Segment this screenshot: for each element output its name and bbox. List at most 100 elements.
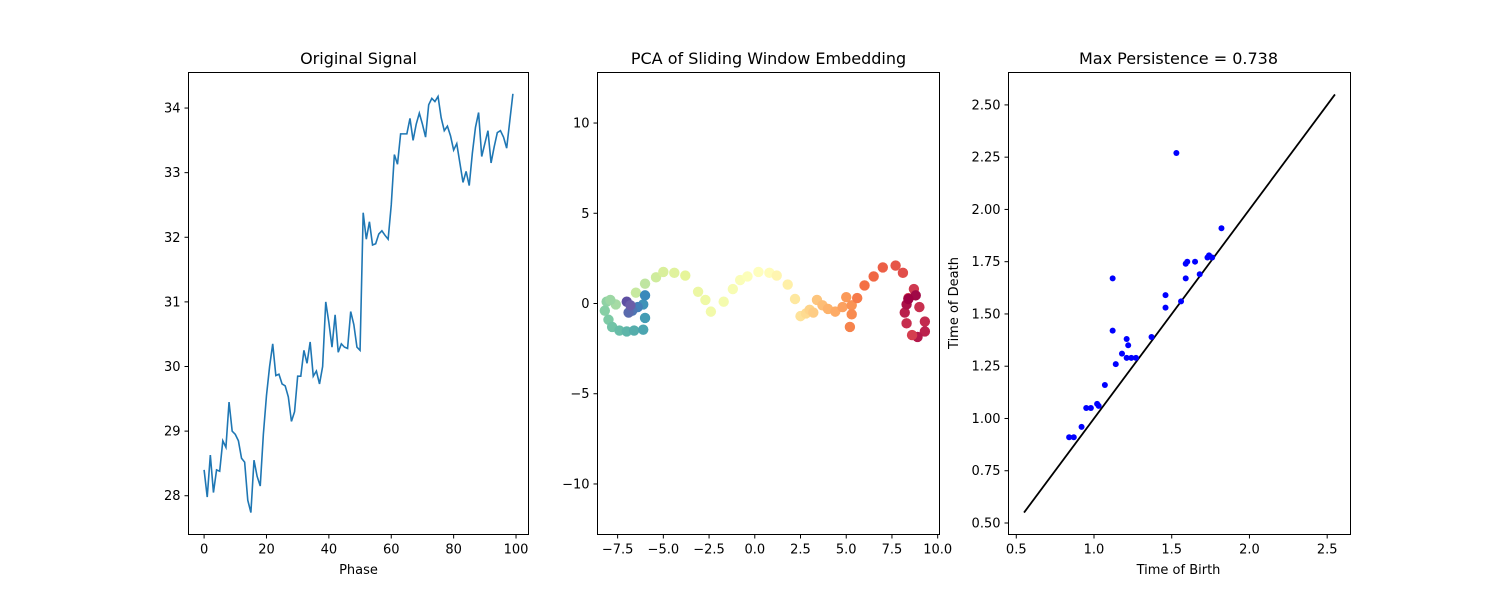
pca-embedding-point: [868, 271, 879, 282]
pca-embedding-ticks: −7.5 −5.0 −2.5 0.0 2.5 5.0 7.5 10.0 −10 −5 0 5 10: [562, 117, 952, 558]
pca-embedding-point: [841, 291, 852, 303]
pca-embedding-point: [680, 270, 691, 281]
pca-embedding-point: [914, 301, 925, 313]
pca-embedding-point: [808, 307, 819, 318]
pca-embedding-point: [639, 312, 651, 324]
pca-embedding-point: [628, 325, 640, 336]
persistence-point: [1132, 354, 1139, 361]
persistence-diagram-ytick-label: 2.25: [972, 151, 1001, 166]
pca-embedding-xtick-label: 2.5: [790, 543, 811, 558]
pca-embedding-point: [650, 272, 662, 283]
pca-embedding-points: [599, 260, 931, 343]
pca-embedding-point: [638, 324, 649, 335]
persistence-diagram-axes-frame: [1008, 72, 1351, 535]
persistence-point: [1162, 304, 1169, 311]
persistence-diagram-xtick-label: 1.0: [1084, 543, 1105, 558]
pca-embedding-point: [753, 266, 764, 278]
original-signal-ytick-label: 30: [164, 360, 181, 375]
original-signal-ytick-label: 33: [164, 166, 181, 181]
persistence-diagram-xtick-label: 2.0: [1239, 543, 1260, 558]
pca-embedding-point: [599, 305, 611, 316]
pca-embedding-point: [658, 266, 669, 278]
persistence-point: [1109, 327, 1116, 334]
original-signal-ytick-label: 31: [164, 295, 181, 310]
persistence-point: [1109, 275, 1116, 282]
pca-embedding-xtick-label: −5.0: [648, 543, 680, 558]
persistence-diagram-ytick-label: 1.50: [972, 307, 1001, 322]
persistence-point: [1083, 405, 1090, 412]
original-signal-ytick-label: 34: [164, 102, 181, 117]
pca-embedding-xtick-label: 0.0: [744, 543, 765, 558]
pca-embedding-axes-frame: [597, 72, 940, 535]
pca-embedding-xtick-label: −2.5: [693, 543, 725, 558]
pca-embedding-point: [846, 300, 857, 311]
pca-embedding-ytick-label: −5: [570, 387, 589, 402]
persistence-diagram-panel: Max Persistence = 0.738 0.5 1.0 1.5 2.0 2.50…: [947, 49, 1351, 578]
persistence-point: [1192, 258, 1199, 265]
pca-embedding-ytick-label: 10: [573, 117, 590, 132]
original-signal-xtick-label: 20: [258, 543, 275, 558]
persistence-diagram-ytick-label: 0.50: [972, 517, 1001, 532]
original-signal-xlabel: Phase: [339, 563, 378, 578]
pca-embedding-point: [899, 307, 910, 318]
persistence-point: [1218, 225, 1225, 232]
original-signal-title: Original Signal: [300, 49, 417, 68]
persistence-diagram-ytick-label: 1.75: [972, 255, 1001, 270]
pca-embedding-point: [782, 279, 793, 290]
original-signal-xtick-label: 60: [383, 543, 400, 558]
persistence-point: [1128, 354, 1135, 361]
persistence-point: [1125, 342, 1132, 349]
persistence-point: [1066, 434, 1073, 441]
pca-embedding-point: [906, 329, 918, 341]
original-signal-axes-frame: [188, 72, 529, 535]
pca-embedding-point: [877, 262, 888, 273]
pca-embedding-point: [669, 267, 680, 279]
persistence-point: [1123, 354, 1130, 361]
persistence-point: [1112, 361, 1119, 368]
persistence-diagram-xtick-label: 1.5: [1161, 543, 1182, 558]
pca-embedding-ytick-label: 5: [581, 207, 589, 222]
pca-embedding-xtick-label: 5.0: [836, 543, 857, 558]
pca-embedding-point: [625, 300, 636, 311]
persistence-point: [1101, 382, 1108, 389]
pca-embedding-xtick-label: 10.0: [923, 543, 952, 558]
persistence-point: [1148, 333, 1155, 340]
persistence-point: [1087, 405, 1094, 412]
persistence-point: [1196, 271, 1203, 278]
persistence-point: [1078, 423, 1085, 430]
pca-embedding-panel: PCA of Sliding Window Embedding −7.5 −5.0…: [562, 49, 952, 558]
pca-embedding-point: [742, 271, 753, 282]
pca-embedding-point: [630, 287, 642, 298]
pca-embedding-point: [837, 301, 848, 313]
original-signal-xtick-label: 100: [504, 543, 529, 558]
persistence-point: [1173, 149, 1180, 156]
persistence-diagram-ytick-label: 1.25: [972, 360, 1001, 375]
pca-embedding-point: [919, 326, 931, 337]
pca-embedding-point: [901, 318, 912, 329]
original-signal-ytick-label: 28: [164, 489, 181, 504]
pca-embedding-point: [705, 306, 717, 317]
persistence-diagram-ytick-label: 2.00: [972, 203, 1001, 218]
persistence-diagram-title: Max Persistence = 0.738: [1079, 49, 1278, 68]
persistence-point: [1095, 402, 1102, 409]
pca-embedding-point: [639, 290, 651, 301]
persistence-diagram-ticks: 0.5 1.0 1.5 2.0 2.5 0.50 0.75 1.00 1.25 1.50 1.75 2…: [972, 98, 1338, 557]
pca-embedding-ytick-label: 0: [581, 297, 589, 312]
pca-embedding-point: [727, 283, 739, 295]
pca-embedding-point: [890, 260, 901, 271]
pca-embedding-point: [605, 294, 616, 306]
persistence-diagram-ytick-label: 2.50: [972, 98, 1001, 113]
persistence-point: [1118, 350, 1125, 357]
original-signal-xtick-label: 0: [200, 543, 208, 558]
original-signal-xtick-label: 80: [445, 543, 462, 558]
pca-embedding-title: PCA of Sliding Window Embedding: [631, 49, 906, 68]
persistence-diagram-points: [1066, 149, 1225, 441]
original-signal-ytick-label: 32: [164, 231, 181, 246]
persistence-point: [1070, 434, 1077, 441]
pca-embedding-point: [897, 267, 909, 279]
pca-embedding-point: [692, 286, 704, 297]
pca-embedding-point: [700, 294, 711, 306]
pca-embedding-point: [639, 278, 651, 289]
